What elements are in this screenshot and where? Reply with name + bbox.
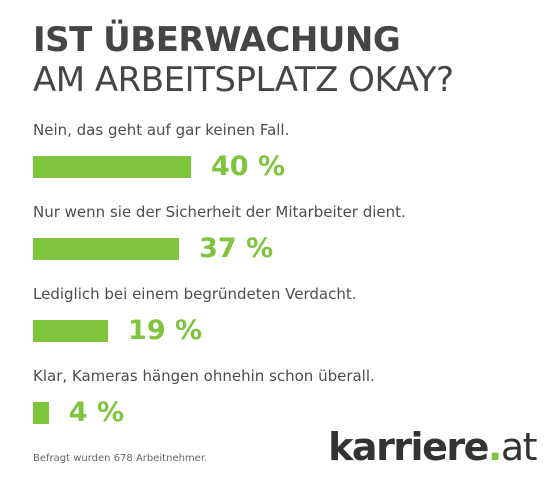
category-label: Lediglich bei einem begründeten Verdacht… xyxy=(33,285,357,303)
title-line-1: IST ÜBERWACHUNG xyxy=(33,20,401,60)
logo-tld: at xyxy=(500,425,538,469)
category-label: Klar, Kameras hängen ohnehin schon übera… xyxy=(33,367,375,385)
value-label: 37 % xyxy=(199,233,274,264)
bar xyxy=(33,238,180,260)
logo-word: karriere xyxy=(328,425,489,469)
title-line-2: AM ARBEITSPLATZ OKAY? xyxy=(33,60,454,100)
footnote: Befragt wurden 678 Arbeitnehmer. xyxy=(33,453,208,464)
value-label: 19 % xyxy=(128,315,203,346)
category-label: Nur wenn sie der Sicherheit der Mitarbei… xyxy=(33,203,406,221)
value-label: 40 % xyxy=(211,151,286,182)
logo-dot: . xyxy=(487,425,502,469)
bar xyxy=(33,320,109,342)
value-label: 4 % xyxy=(68,397,125,428)
bar xyxy=(33,402,49,424)
category-label: Nein, das geht auf gar keinen Fall. xyxy=(33,121,290,139)
karriere-logo: karriere.at xyxy=(328,425,538,469)
bar xyxy=(33,156,191,178)
chart-title: IST ÜBERWACHUNG AM ARBEITSPLATZ OKAY? xyxy=(33,20,454,100)
